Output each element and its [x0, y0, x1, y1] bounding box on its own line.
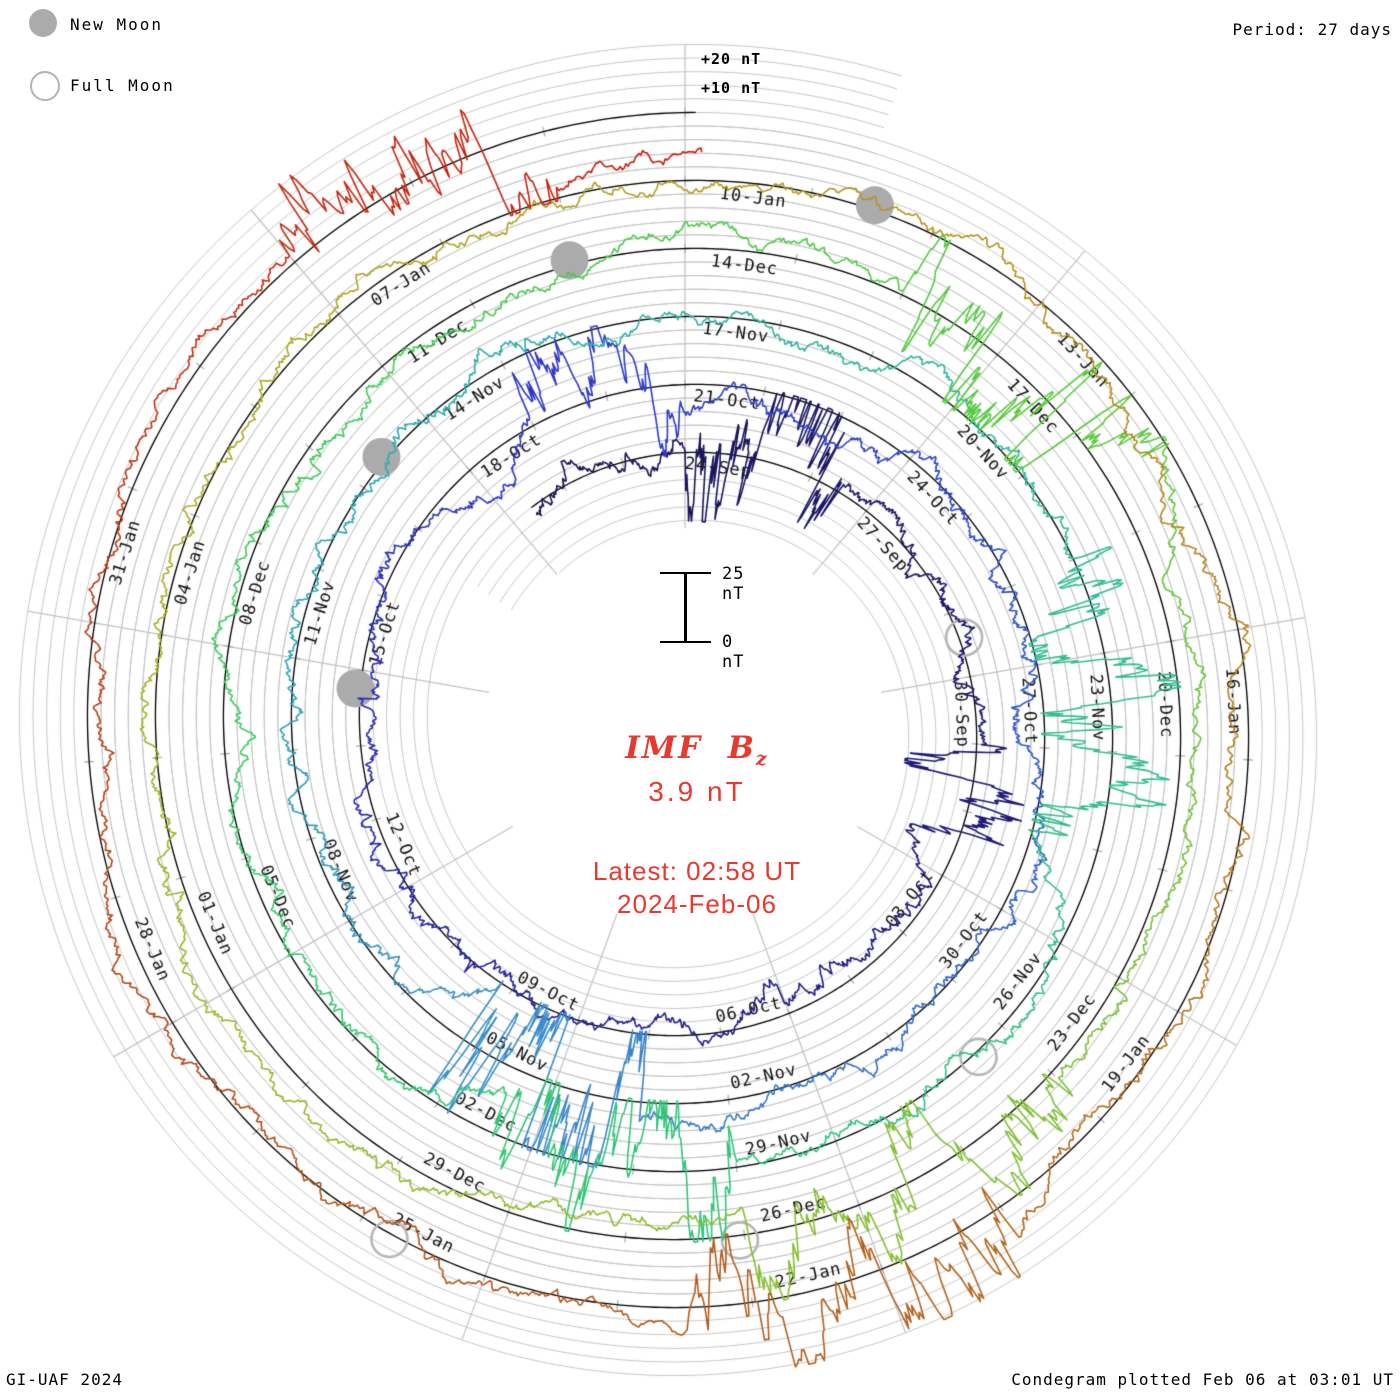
legend-new-moon-label: New Moon	[70, 15, 164, 34]
scale-bar-bottom-cap	[660, 641, 711, 643]
scale-top-label: 25 nT	[722, 564, 745, 604]
plotted-timestamp-label: Condegram plotted Feb 06 at 03:01 UT	[1011, 1370, 1394, 1389]
gridline-plus20nt-label: +20 nT	[701, 50, 762, 68]
new-moon-icon	[29, 9, 57, 37]
gridline-plus10nt-label: +10 nT	[701, 79, 762, 97]
latest-date-label: 2024-Feb-06	[617, 889, 777, 920]
latest-time-label: Latest: 02:58 UT	[592, 856, 802, 887]
full-moon-icon	[30, 71, 60, 101]
scale-bar-top-cap	[660, 572, 711, 574]
credit-label: GI-UAF 2024	[6, 1370, 123, 1389]
scale-bottom-label: 0 nT	[722, 632, 745, 672]
chart-title: IMF Bz	[497, 730, 897, 770]
chart-title-main: IMF B	[625, 730, 756, 766]
current-value-label: 3.9 nT	[648, 776, 746, 808]
center-annotation: IMF Bz 3.9 nT Latest: 02:58 UT 2024-Feb-…	[497, 730, 897, 920]
period-label: Period: 27 days	[1232, 20, 1392, 39]
chart-title-subscript: z	[755, 748, 769, 771]
scale-bar-line	[684, 573, 687, 642]
legend-full-moon-label: Full Moon	[70, 76, 175, 95]
